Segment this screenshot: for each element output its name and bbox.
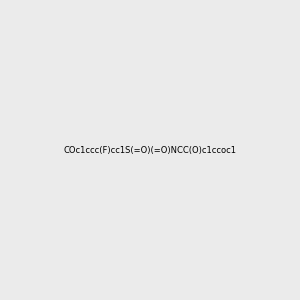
Text: COc1ccc(F)cc1S(=O)(=O)NCC(O)c1ccoc1: COc1ccc(F)cc1S(=O)(=O)NCC(O)c1ccoc1 [64, 146, 236, 154]
